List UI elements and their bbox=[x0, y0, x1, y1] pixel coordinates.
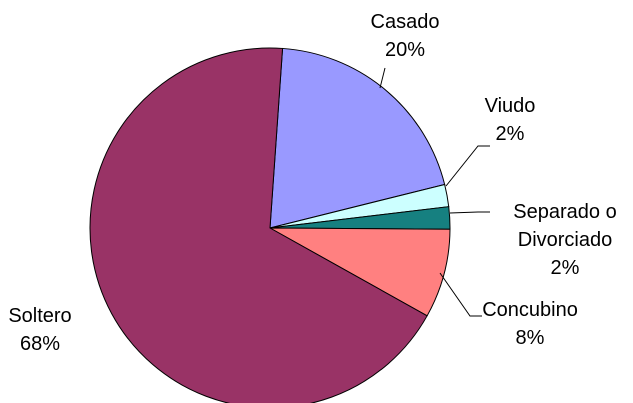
slice-label: Concubino 8% bbox=[470, 296, 590, 352]
value-label: 2% bbox=[495, 123, 525, 145]
slice-label: Casado 20% bbox=[355, 8, 455, 64]
category-label: Soltero bbox=[8, 305, 72, 327]
value-label: 8% bbox=[515, 327, 545, 349]
value-label: 20% bbox=[384, 39, 426, 61]
leader-lines bbox=[379, 67, 490, 317]
slice-label: Separado o Divorciado 2% bbox=[480, 198, 633, 282]
slice-label: Soltero 68% bbox=[0, 302, 80, 358]
value-label: 2% bbox=[550, 257, 580, 279]
leader-line bbox=[379, 67, 386, 89]
slice-label: Viudo 2% bbox=[470, 92, 550, 148]
category-label: Casado bbox=[370, 11, 440, 33]
slice bbox=[269, 227, 451, 317]
value-label: 68% bbox=[19, 333, 61, 355]
leader-line bbox=[445, 145, 490, 187]
category-label: Concubino bbox=[482, 299, 578, 321]
slice bbox=[89, 47, 428, 403]
leader-line bbox=[449, 211, 490, 214]
category-label: Separado o Divorciado bbox=[513, 201, 617, 251]
category-label: Viudo bbox=[484, 95, 536, 117]
slice bbox=[269, 47, 446, 229]
leader-line bbox=[439, 272, 482, 317]
slices bbox=[89, 47, 451, 403]
